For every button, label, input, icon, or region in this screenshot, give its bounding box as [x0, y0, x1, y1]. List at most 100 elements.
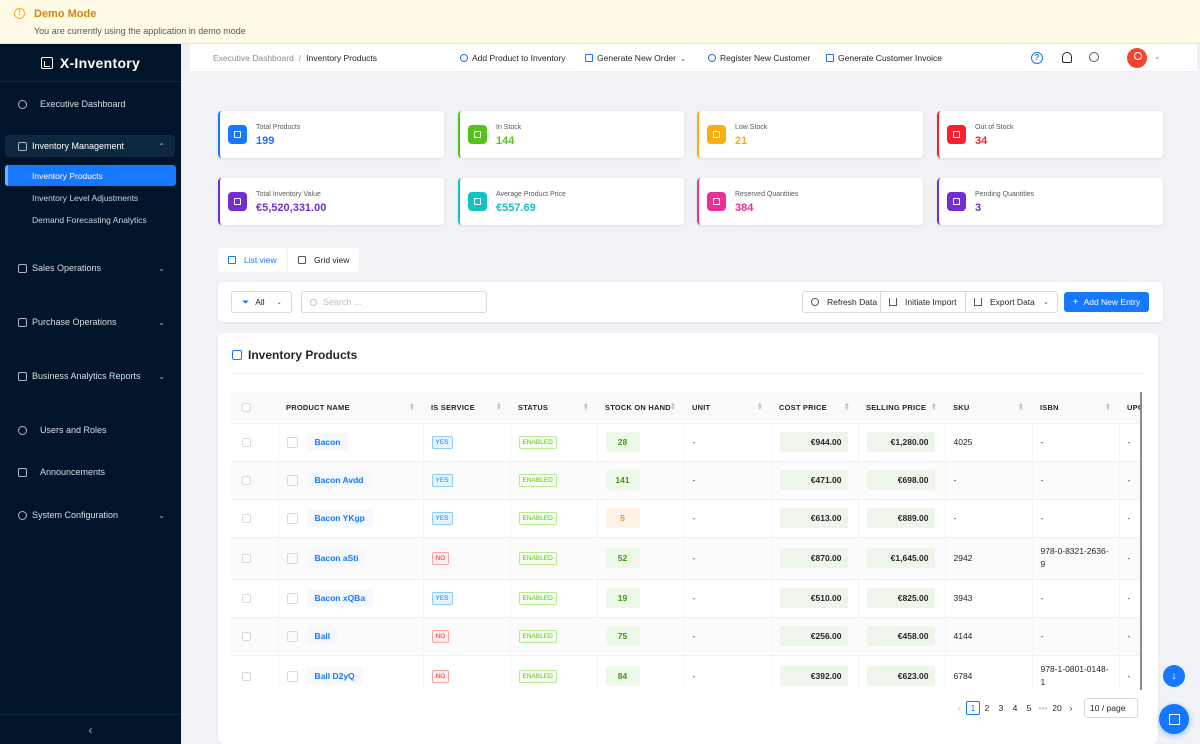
- search-input[interactable]: [323, 297, 473, 307]
- select-all-checkbox[interactable]: [242, 402, 251, 412]
- products-table[interactable]: PRODUCT NAME ▲ ▼ IS SERVICE ▲ ▼ STATUS ▲ ▼ STO…: [231, 392, 1142, 690]
- avatar[interactable]: [1127, 48, 1147, 68]
- product-name-link[interactable]: Bacon YKgp: [306, 509, 373, 527]
- export-button[interactable]: Export Data ⌄: [965, 291, 1058, 313]
- table-row[interactable]: Ball NO ENABLED 75 - €256.00 €458.00 414…: [231, 617, 1140, 656]
- next-page-button[interactable]: ›: [1069, 703, 1073, 713]
- sidebar-item-sales[interactable]: Sales Operations ⌄: [0, 257, 181, 279]
- sidebar-item-inventory-products[interactable]: Inventory Products: [5, 165, 176, 186]
- page-20-button[interactable]: 20: [1052, 703, 1062, 713]
- bag-icon: [286, 592, 298, 604]
- isbn-cell: -: [1032, 499, 1120, 538]
- product-name-link[interactable]: Bacon: [306, 433, 349, 451]
- calculator-button[interactable]: [1159, 704, 1189, 734]
- stock-cell: 52: [605, 548, 640, 568]
- sidebar-group-inventory[interactable]: Inventory Management ⌃: [5, 135, 175, 157]
- divider: [232, 373, 1144, 374]
- add-product-link[interactable]: Add Product to Inventory: [460, 53, 566, 63]
- list-icon: [228, 256, 236, 264]
- bell-icon[interactable]: [1062, 52, 1072, 63]
- isbn-cell: -: [1032, 617, 1120, 656]
- table-row[interactable]: Bacon aSti NO ENABLED 52 - €870.00 €1,64…: [231, 537, 1140, 580]
- product-name-link[interactable]: Bacon Avdd: [306, 471, 372, 489]
- refresh-button[interactable]: Refresh Data: [802, 291, 881, 313]
- sort-icon: ▲ ▼: [408, 402, 415, 412]
- row-checkbox[interactable]: [242, 553, 251, 563]
- top-bar: Executive Dashboard / Inventory Products A…: [190, 44, 1197, 72]
- megaphone-icon: [18, 467, 27, 477]
- banner-title: Demo Mode: [34, 8, 97, 20]
- chevron-down-icon: ⌄: [158, 510, 165, 520]
- import-button[interactable]: Initiate Import: [880, 291, 966, 313]
- page-2-button[interactable]: 2: [984, 703, 990, 713]
- column-upc[interactable]: UPC: [1119, 392, 1140, 424]
- row-checkbox[interactable]: [242, 513, 251, 523]
- stat-card-total-value: Total Inventory Value €5,520,331.00: [218, 178, 444, 225]
- product-name-link[interactable]: Ball: [306, 627, 339, 645]
- product-name-link[interactable]: Bacon aSti: [306, 549, 367, 567]
- app-logo[interactable]: X-Inventory: [0, 44, 181, 82]
- page-ellipsis[interactable]: •••: [1038, 703, 1048, 713]
- chevron-down-icon: ⌄: [158, 263, 165, 273]
- status-badge: ENABLED: [518, 473, 557, 487]
- row-checkbox[interactable]: [242, 437, 251, 447]
- stat-card-out-of-stock: Out of Stock 34: [937, 111, 1163, 158]
- row-checkbox[interactable]: [242, 631, 251, 641]
- collapse-sidebar-button[interactable]: ‹: [0, 714, 181, 744]
- sidebar-item-analytics[interactable]: Business Analytics Reports ⌄: [0, 365, 181, 387]
- generate-order-link[interactable]: Generate New Order ⌄: [585, 53, 687, 63]
- register-customer-link[interactable]: Register New Customer: [708, 53, 810, 63]
- table-row[interactable]: Bacon YES ENABLED 28 - €944.00 €1,280.00…: [231, 423, 1140, 462]
- column-status[interactable]: STATUS ▲ ▼: [510, 392, 597, 424]
- row-checkbox[interactable]: [242, 475, 251, 485]
- cart-icon: [707, 192, 726, 211]
- sidebar-item-dashboard[interactable]: Executive Dashboard: [0, 93, 181, 115]
- generate-invoice-link[interactable]: Generate Customer Invoice: [826, 53, 942, 63]
- page-5-button[interactable]: 5: [1026, 703, 1032, 713]
- scroll-down-button[interactable]: ↓: [1163, 665, 1185, 687]
- breadcrumb: Executive Dashboard / Inventory Products: [213, 53, 378, 63]
- settings-icon[interactable]: [1089, 52, 1099, 62]
- breadcrumb-root[interactable]: Executive Dashboard: [213, 53, 294, 63]
- column-unit[interactable]: UNIT ▲ ▼: [684, 392, 771, 424]
- table-row[interactable]: Ball D2yQ NO ENABLED 84 - €392.00 €623.0…: [231, 655, 1140, 690]
- sidebar-item-users[interactable]: Users and Roles: [0, 419, 181, 441]
- cart-icon: [18, 263, 27, 273]
- table-row[interactable]: Bacon xQBa YES ENABLED 19 - €510.00 €825…: [231, 579, 1140, 618]
- table-row[interactable]: Bacon YKgp YES ENABLED 5 - €613.00 €889.…: [231, 499, 1140, 538]
- table-row[interactable]: Bacon Avdd YES ENABLED 141 - €471.00 €69…: [231, 461, 1140, 500]
- page-size-select[interactable]: 10 / page: [1084, 698, 1138, 718]
- prev-page-button[interactable]: ‹: [957, 703, 961, 713]
- add-new-entry-button[interactable]: + Add New Entry: [1064, 292, 1149, 312]
- page-1-button[interactable]: 1: [966, 701, 980, 715]
- column-is-service[interactable]: IS SERVICE ▲ ▼: [423, 392, 510, 424]
- tab-list-view[interactable]: List view: [218, 248, 287, 272]
- row-checkbox[interactable]: [242, 593, 251, 603]
- search-box[interactable]: [301, 291, 487, 313]
- filter-select[interactable]: ⏷ All ⌄: [231, 291, 292, 313]
- sidebar-item-purchase[interactable]: Purchase Operations ⌄: [0, 311, 181, 333]
- page-4-button[interactable]: 4: [1012, 703, 1018, 713]
- unit-cell: -: [684, 579, 772, 618]
- column-stock-on-hand[interactable]: STOCK ON HAND ▲ ▼: [597, 392, 684, 424]
- sidebar-item-announcements[interactable]: Announcements: [0, 461, 181, 483]
- sidebar-item-inventory-adjustments[interactable]: Inventory Level Adjustments: [32, 192, 139, 203]
- column-sku[interactable]: SKU ▲ ▼: [945, 392, 1032, 424]
- page-3-button[interactable]: 3: [998, 703, 1004, 713]
- column-product-name[interactable]: PRODUCT NAME ▲ ▼: [278, 392, 423, 424]
- filter-icon: ⏷: [242, 296, 250, 307]
- chevron-down-icon[interactable]: ⌄: [1154, 52, 1161, 61]
- product-name-link[interactable]: Ball D2yQ: [306, 667, 363, 685]
- sidebar-item-config[interactable]: System Configuration ⌄: [0, 504, 181, 526]
- column-cost-price[interactable]: COST PRICE ▲ ▼: [771, 392, 858, 424]
- sidebar: X-Inventory Executive Dashboard Inventor…: [0, 44, 181, 744]
- selling-price-cell: €889.00: [866, 508, 935, 528]
- tab-grid-view[interactable]: Grid view: [288, 248, 360, 272]
- sidebar-item-demand-forecasting[interactable]: Demand Forecasting Analytics: [32, 214, 147, 225]
- column-selling-price[interactable]: SELLING PRICE ▲ ▼: [858, 392, 945, 424]
- column-isbn[interactable]: ISBN ▲ ▼: [1032, 392, 1119, 424]
- row-checkbox[interactable]: [242, 671, 251, 681]
- product-name-link[interactable]: Bacon xQBa: [306, 589, 374, 607]
- help-icon[interactable]: ?: [1031, 52, 1043, 64]
- upload-icon: [889, 298, 897, 306]
